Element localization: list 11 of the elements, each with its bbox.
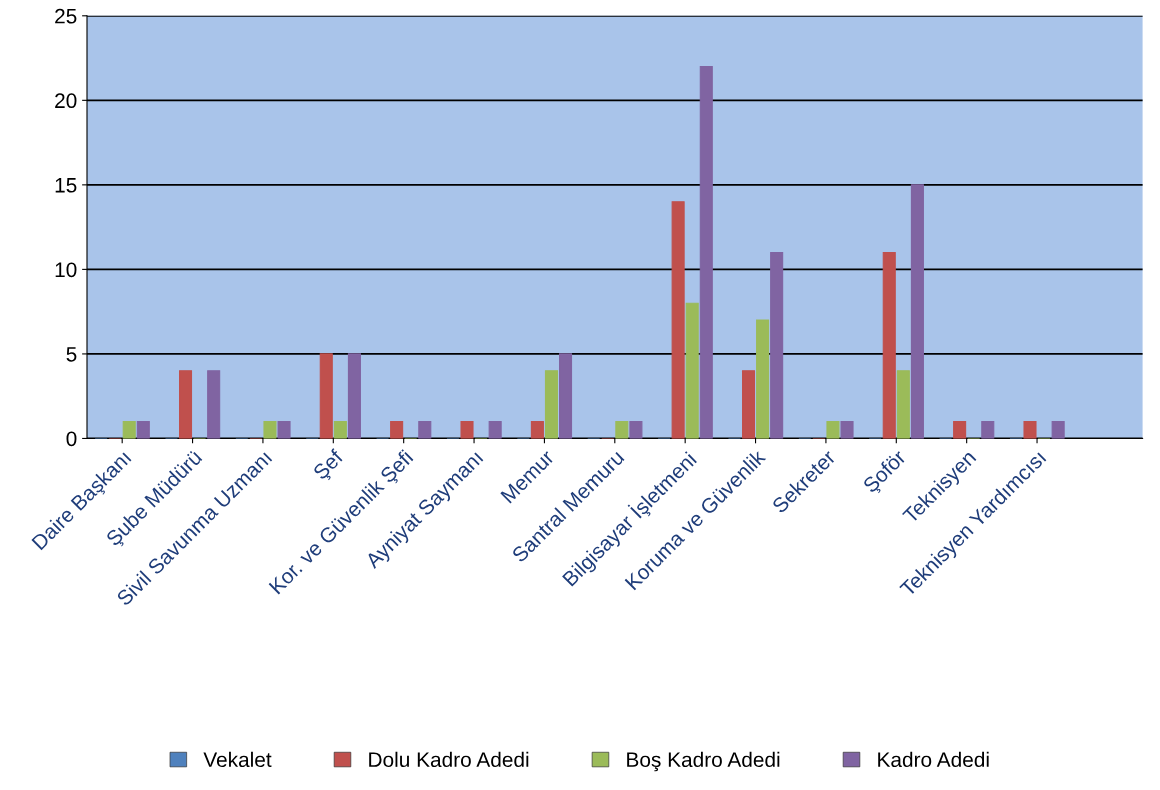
y-tick-label: 0 — [66, 431, 77, 447]
y-tick-label: 25 — [55, 8, 77, 24]
legend-label: Boş Kadro Adedi — [627, 751, 780, 772]
y-tick-label: 15 — [55, 178, 77, 193]
y-tick-label: 10 — [55, 262, 77, 278]
y-tick-label: 20 — [55, 93, 77, 109]
y-tick-label: 5 — [66, 347, 77, 362]
legend-label: Dolu Kadro Adedi — [369, 751, 529, 768]
x-tick-label: Şef — [311, 448, 348, 484]
legend-label: Kadro Adedi — [878, 751, 989, 768]
legend-label: Vekalet — [203, 751, 272, 768]
